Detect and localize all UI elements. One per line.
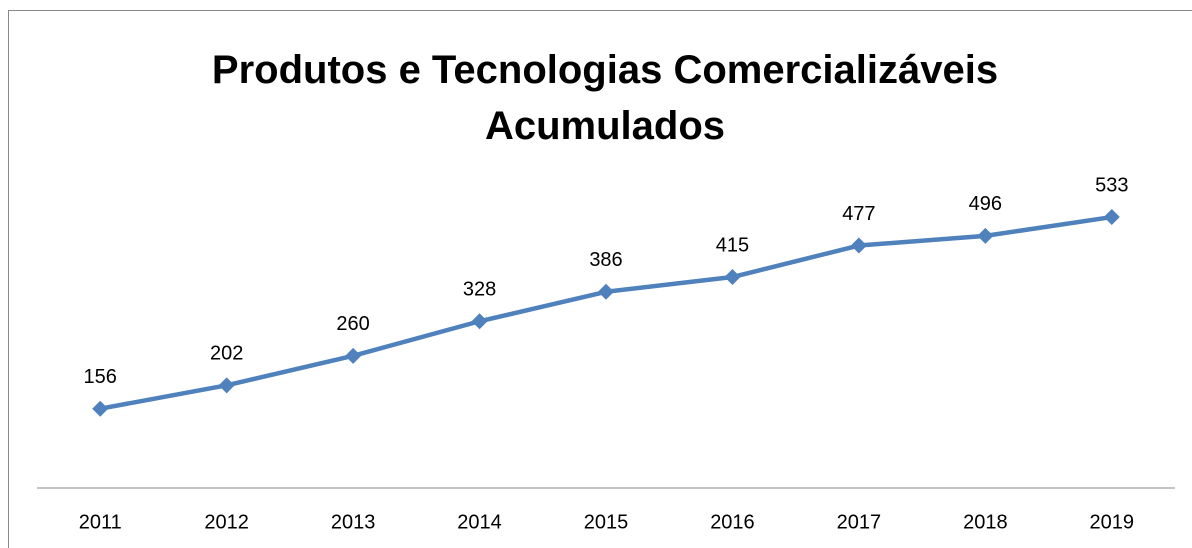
point-marker xyxy=(218,377,235,394)
x-tick-label: 2018 xyxy=(963,511,1008,533)
data-label: 496 xyxy=(969,193,1002,215)
point-marker xyxy=(92,400,109,417)
series-line xyxy=(99,214,1113,411)
x-tick-label: 2014 xyxy=(457,511,502,533)
x-tick-label: 2017 xyxy=(837,511,882,533)
data-label: 260 xyxy=(336,313,369,335)
point-marker xyxy=(598,283,614,300)
data-label: 477 xyxy=(842,203,875,225)
point-marker xyxy=(977,227,994,244)
data-label: 415 xyxy=(716,234,749,256)
x-tick-label: 2016 xyxy=(710,511,755,533)
data-label: 202 xyxy=(210,343,243,365)
x-tick-label: 2012 xyxy=(204,511,249,533)
data-label: 328 xyxy=(463,279,496,301)
x-tick-label: 2019 xyxy=(1090,511,1135,533)
chart-frame xyxy=(8,10,1192,548)
data-label: 156 xyxy=(84,366,117,388)
chart-title: Produtos e Tecnologias Comercializáveis … xyxy=(211,48,999,148)
point-marker xyxy=(471,313,488,330)
point-marker xyxy=(1103,209,1120,226)
point-marker xyxy=(850,237,867,254)
x-tick-label: 2011 xyxy=(79,511,122,533)
x-tick-label: 2015 xyxy=(584,511,629,533)
point-marker xyxy=(724,269,741,286)
data-label: 386 xyxy=(589,249,622,271)
x-tick-label: 2013 xyxy=(331,511,376,533)
point-marker xyxy=(345,347,362,364)
data-label: 533 xyxy=(1095,174,1128,196)
